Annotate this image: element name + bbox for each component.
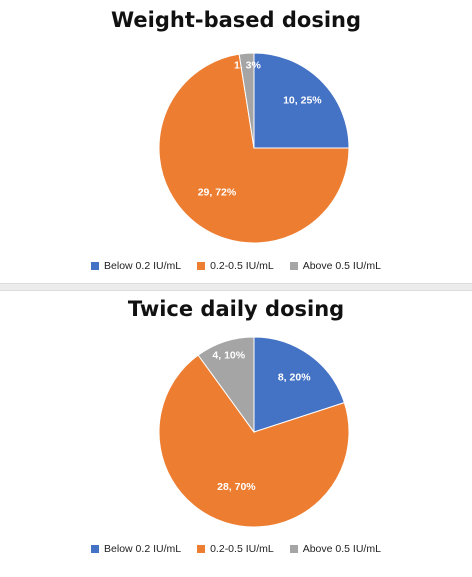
pie-slice-above <box>238 52 255 149</box>
chart-weight-based: Weight-based dosing 10, 25% 29, 72% 1, 3% … <box>0 0 472 283</box>
data-label-below: 10, 25% <box>283 95 322 107</box>
legend-label: Below 0.2 IU/mL <box>104 260 182 272</box>
pie-slice-below <box>253 52 350 149</box>
data-label-mid: 29, 72% <box>198 186 237 198</box>
legend-swatch-orange <box>197 262 206 270</box>
data-label-above: 4, 10% <box>212 349 245 361</box>
legend-swatch-gray <box>289 262 298 270</box>
chart-legend: Below 0.2 IU/mL 0.2-0.5 IU/mL Above 0.5 … <box>0 260 472 272</box>
chart-legend: Below 0.2 IU/mL 0.2-0.5 IU/mL Above 0.5 … <box>0 543 472 555</box>
pie-chart: 10, 25% 29, 72% 1, 3% <box>158 52 350 244</box>
chart-divider <box>0 283 472 291</box>
legend-swatch-blue <box>91 545 100 553</box>
chart-twice-daily: Twice daily dosing 8, 20% 28, 70% 4, 10% B… <box>0 291 472 577</box>
chart-title: Twice daily dosing <box>127 297 345 321</box>
chart-title: Weight-based dosing <box>110 8 362 32</box>
legend-item-above: Above 0.5 IU/mL <box>289 543 381 555</box>
legend-item-below: Below 0.2 IU/mL <box>91 543 181 555</box>
legend-label: Above 0.5 IU/mL <box>302 543 381 555</box>
legend-label: Above 0.5 IU/mL <box>302 260 381 272</box>
legend-label: 0.2-0.5 IU/mL <box>210 260 274 272</box>
legend-item-below: Below 0.2 IU/mL <box>91 260 181 272</box>
legend-item-mid: 0.2-0.5 IU/mL <box>197 260 274 272</box>
data-label-below: 8, 20% <box>278 372 311 384</box>
legend-swatch-orange <box>197 545 206 553</box>
legend-item-mid: 0.2-0.5 IU/mL <box>197 543 274 555</box>
pie-chart: 8, 20% 28, 70% 4, 10% <box>158 336 350 528</box>
legend-swatch-blue <box>91 262 100 270</box>
legend-swatch-gray <box>289 545 298 553</box>
pie-slice-mid <box>158 53 350 244</box>
legend-item-above: Above 0.5 IU/mL <box>289 260 381 272</box>
data-label-mid: 28, 70% <box>217 481 256 493</box>
legend-label: 0.2-0.5 IU/mL <box>210 543 274 555</box>
legend-label: Below 0.2 IU/mL <box>104 543 182 555</box>
pie-slice-below <box>253 336 345 433</box>
pie-slice-above <box>197 336 255 434</box>
data-label-above: 1, 3% <box>234 60 262 72</box>
pie-slice-mid <box>158 354 350 528</box>
